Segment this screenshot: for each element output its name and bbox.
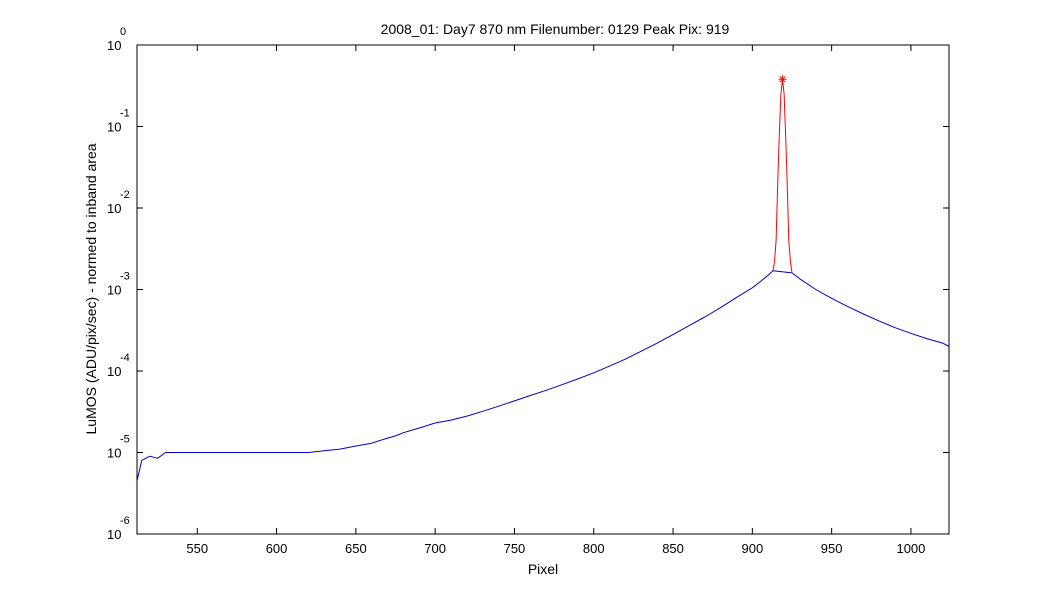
y-tick-label-exponent: -1: [120, 108, 130, 120]
y-tick-label-base: 10: [107, 527, 121, 542]
y-tick-label-base: 10: [107, 283, 121, 298]
x-tick-label: 850: [662, 541, 684, 556]
x-tick-label: 600: [266, 541, 288, 556]
y-tick-label-base: 10: [107, 201, 121, 216]
y-tick-label-exponent: -6: [120, 515, 130, 527]
y-tick-label-exponent: -4: [120, 352, 130, 364]
x-tick-label: 800: [583, 541, 605, 556]
plot-area: [136, 44, 950, 535]
x-axis-title: Pixel: [528, 561, 558, 577]
chart-title: 2008_01: Day7 870 nm Filenumber: 0129 Pe…: [381, 21, 730, 37]
x-tick-label: 650: [345, 541, 367, 556]
y-tick-label-base: 10: [107, 364, 121, 379]
y-tick-label-base: 10: [107, 38, 121, 53]
series-line-0: [136, 270, 950, 481]
x-tick-label: 550: [186, 541, 208, 556]
x-tick-label: 950: [821, 541, 843, 556]
y-tick-label-exponent: -2: [120, 189, 130, 201]
y-tick-label-exponent: 0: [120, 26, 126, 38]
x-tick-label: 700: [424, 541, 446, 556]
y-tick-label-base: 10: [107, 120, 121, 135]
x-axis-ticks: 550 600 650 700 750 800 850 900 950 1000: [186, 45, 925, 556]
x-tick-label: 750: [504, 541, 526, 556]
y-axis-title: LuMOS (ADU/pix/sec) - normed to inband a…: [83, 143, 99, 434]
x-tick-label: 1000: [896, 541, 925, 556]
x-tick-label: 900: [741, 541, 763, 556]
y-tick-label-base: 10: [107, 446, 121, 461]
peak-layer: [778, 75, 787, 84]
peak-marker: [778, 75, 787, 84]
y-tick-label-exponent: -5: [120, 434, 130, 446]
y-tick-label-exponent: -3: [120, 271, 130, 283]
